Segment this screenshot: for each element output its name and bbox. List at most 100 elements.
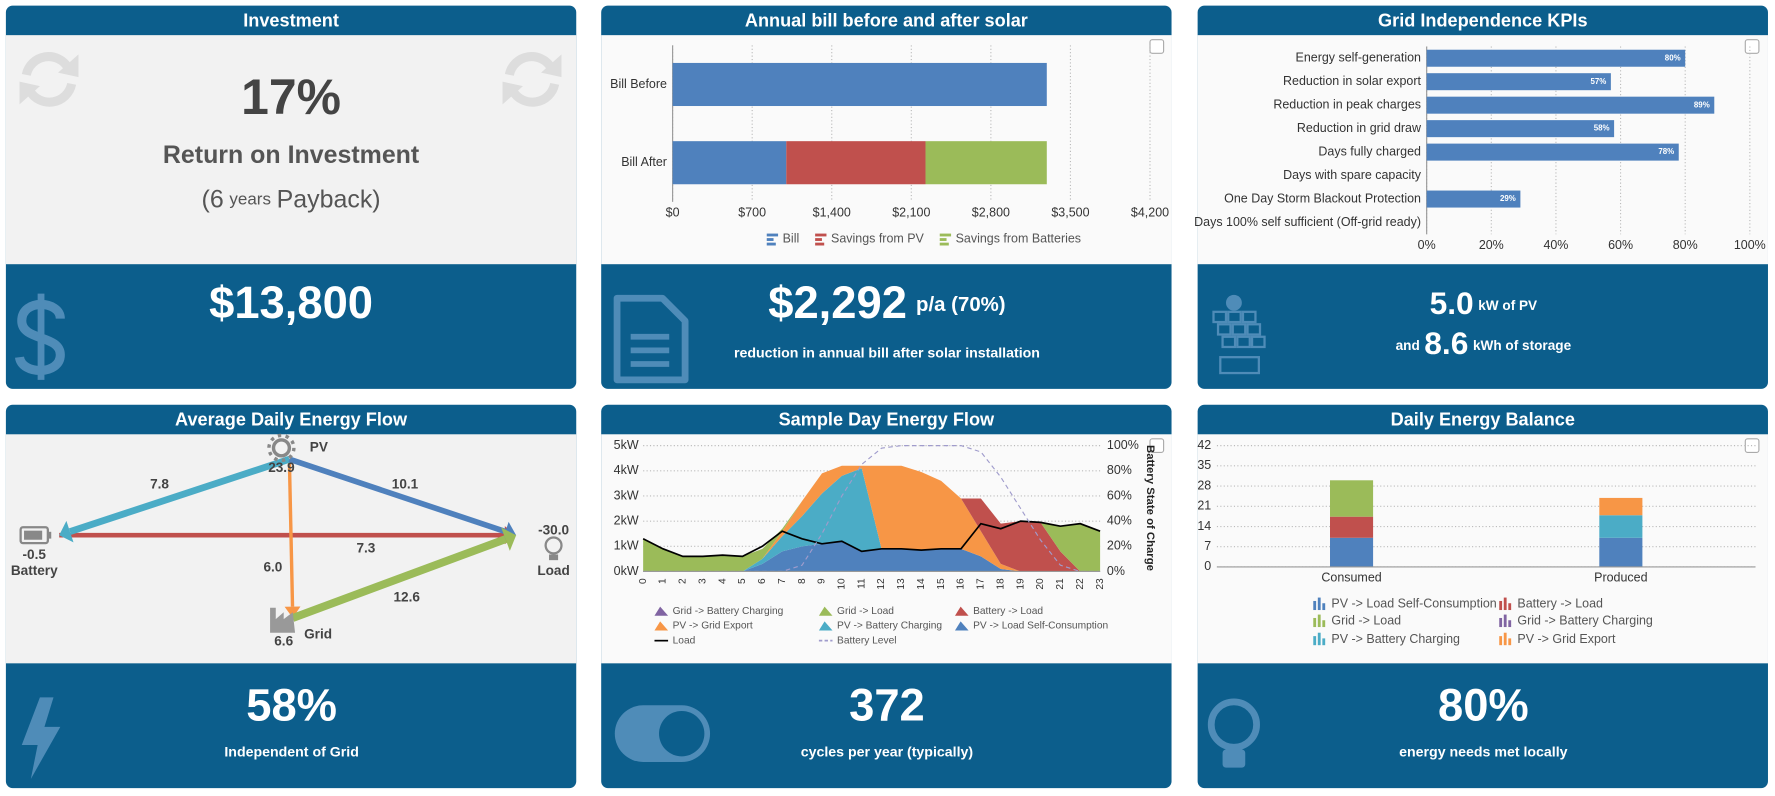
- flow-arrowhead: [284, 606, 301, 618]
- y2-tick-label: 100%: [1107, 438, 1139, 452]
- payback: (6 years Payback): [202, 185, 381, 213]
- flow-arrowhead: [59, 520, 74, 543]
- legend-label: PV -> Battery Charging: [837, 621, 942, 632]
- legend-label: Grid -> Load: [1331, 614, 1401, 628]
- x-tick-label: 2: [678, 578, 689, 584]
- bar: [1426, 143, 1679, 161]
- legend-label: PV -> Grid Export: [1517, 632, 1616, 646]
- legend-icon: [1508, 603, 1512, 611]
- legend-label: Grid -> Battery Charging: [1517, 614, 1653, 628]
- area: [643, 541, 1101, 572]
- legend-icon: [954, 606, 969, 616]
- refresh-icon: [21, 52, 73, 77]
- legend-label: Bill: [783, 232, 800, 246]
- legend-icon: [815, 242, 825, 246]
- panel-title: Daily Energy Balance: [1391, 409, 1575, 429]
- legend-icon: [654, 606, 669, 616]
- x-tick-label: 1: [658, 578, 669, 584]
- solar-icon: [1227, 310, 1242, 324]
- refresh-icon: [504, 52, 556, 77]
- flow-value: 7.8: [150, 476, 169, 491]
- solar-icon: [1216, 323, 1232, 336]
- panel-title: Sample Day Energy Flow: [779, 409, 995, 429]
- panel-title: Grid Independence KPIs: [1378, 10, 1587, 30]
- x-tick-label: Produced: [1594, 571, 1647, 585]
- text-part: and: [1396, 337, 1420, 352]
- bar: [1426, 120, 1615, 138]
- x-tick-label: 12: [876, 578, 887, 590]
- solar-icon: [1246, 323, 1262, 336]
- panel-title: Investment: [243, 10, 339, 30]
- flow-value: 12.6: [393, 590, 420, 605]
- export-button[interactable]: [1149, 438, 1165, 453]
- legend-label: Load: [673, 635, 696, 646]
- legend-icon: [1317, 597, 1321, 611]
- legend-icon: [1499, 617, 1503, 628]
- category-label: Bill After: [621, 155, 667, 169]
- load-icon: [544, 536, 563, 555]
- footer-value: 372: [849, 680, 925, 731]
- x-tick-label: $1,400: [813, 205, 851, 219]
- bulb-icon: [1207, 698, 1260, 751]
- legend-icon: [1317, 632, 1321, 646]
- legend-icon: [954, 621, 969, 631]
- x-tick-label: 100%: [1734, 238, 1766, 252]
- node-value: 23.9: [268, 460, 295, 475]
- x-tick-label: 15: [936, 578, 947, 590]
- bar: [1599, 515, 1643, 538]
- roi-value: 17%: [241, 69, 341, 125]
- legend-icon: [815, 233, 827, 237]
- refresh-icon: [508, 82, 560, 107]
- x-tick-label: 10: [837, 578, 848, 590]
- legend-icon: [1503, 614, 1507, 628]
- x-tick-label: 11: [856, 578, 867, 589]
- document-icon: [613, 294, 689, 384]
- node-label: PV: [310, 439, 328, 454]
- flow-value: 6.0: [263, 560, 282, 575]
- export-button[interactable]: [1744, 39, 1760, 54]
- x-tick-label: Consumed: [1321, 571, 1381, 585]
- x-tick-label: 21: [1055, 578, 1066, 590]
- x-tick-label: $4,200: [1131, 205, 1169, 219]
- legend-label: Battery Level: [837, 635, 896, 646]
- text-part: 8.6: [1424, 325, 1468, 361]
- x-tick-label: 14: [916, 578, 927, 590]
- legend-icon: [1503, 597, 1507, 611]
- legend-label: Savings from Batteries: [956, 232, 1081, 246]
- legend-label: Grid -> Load: [837, 606, 894, 617]
- panel-title: Average Daily Energy Flow: [175, 409, 408, 429]
- bar: [1599, 537, 1643, 567]
- x-tick-label: 17: [976, 578, 987, 590]
- x-tick-label: 13: [896, 578, 907, 590]
- legend-icon: [1503, 632, 1507, 646]
- x-tick-label: 20: [1035, 578, 1046, 590]
- panel-body: [5, 35, 577, 265]
- panel-title: Annual bill before and after solar: [745, 10, 1028, 30]
- text-part: kWh of storage: [1473, 337, 1572, 352]
- bar: [1330, 480, 1374, 517]
- x-tick-label: 19: [1015, 578, 1026, 590]
- bar: [925, 141, 1047, 185]
- x-tick-label: 4: [717, 578, 728, 584]
- bar: [1330, 537, 1374, 567]
- line: [642, 520, 1101, 558]
- flow-arrow: [288, 456, 507, 535]
- legend-icon: [766, 238, 774, 241]
- export-button[interactable]: [1149, 39, 1165, 54]
- text-part: p/a (70%): [916, 295, 1006, 317]
- area: [643, 465, 1101, 572]
- bar: [1330, 516, 1374, 538]
- category-label: Bill Before: [610, 77, 667, 91]
- legend-icon: [939, 233, 952, 237]
- x-tick-label: 9: [817, 578, 828, 584]
- y-tick-label: 3kW: [614, 488, 639, 502]
- legend-icon: [1313, 617, 1317, 628]
- refresh-icon: [502, 81, 523, 105]
- flow-arrow: [68, 456, 291, 535]
- node-label: Load: [537, 563, 569, 578]
- text-part: 6: [210, 185, 224, 213]
- y2-axis-title: Battery State of Charge: [1144, 445, 1156, 571]
- y-tick-label: 5kW: [614, 438, 639, 452]
